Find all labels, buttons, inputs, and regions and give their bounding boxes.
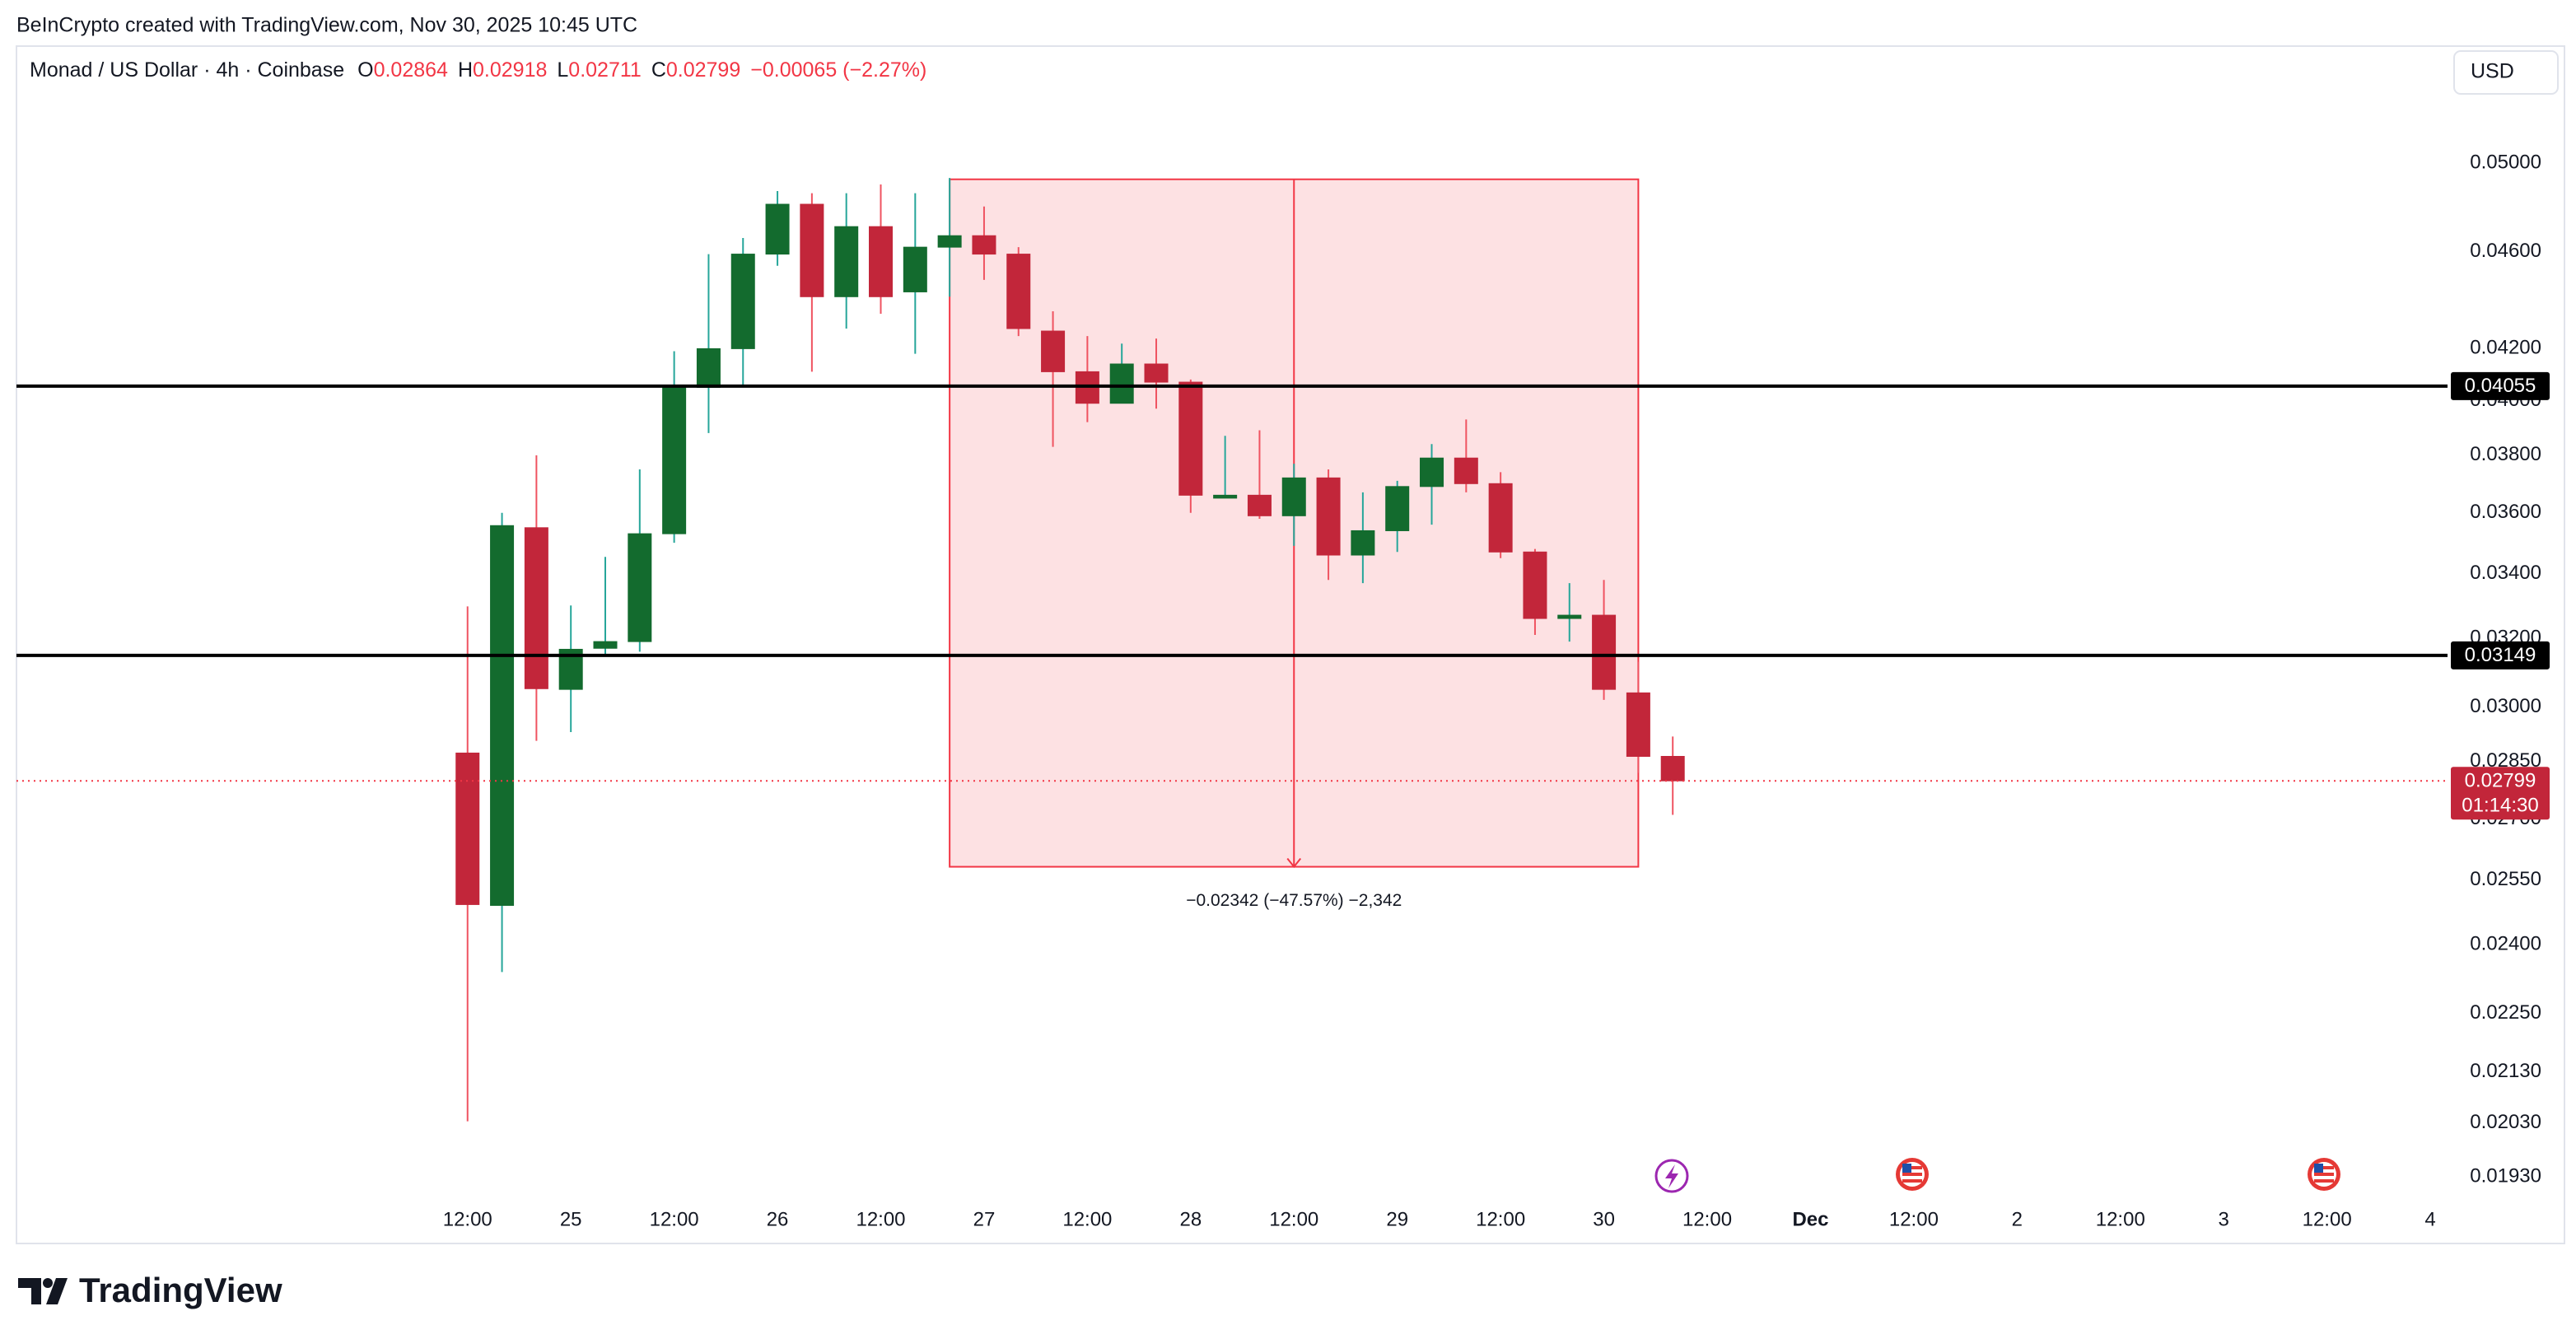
candle-body [730, 254, 755, 349]
candle-body [1213, 494, 1238, 499]
y-tick-label: 0.02400 [2470, 932, 2541, 954]
candle-body [1385, 486, 1410, 531]
candle-body [1626, 692, 1650, 758]
y-tick-label: 0.03600 [2470, 501, 2541, 523]
x-tick-label: 26 [767, 1208, 789, 1230]
measure-arrowhead [1286, 857, 1302, 869]
currency-label[interactable]: USD [2471, 60, 2514, 83]
candle-body [972, 235, 996, 255]
candle-body [1109, 363, 1134, 404]
ohlc-label: L [557, 58, 568, 82]
x-tick-label: 12:00 [1062, 1208, 1112, 1230]
x-tick-label: 12:00 [1682, 1208, 1732, 1230]
x-tick-label: Dec [1792, 1208, 1828, 1230]
y-tick-label: 0.02250 [2470, 1001, 2541, 1024]
candle-body [696, 348, 721, 388]
y-tick-label: 0.02030 [2470, 1111, 2541, 1133]
candle-body [1247, 494, 1272, 516]
level-label: 0.03149 [2465, 644, 2536, 666]
candle-body [1488, 483, 1513, 553]
candle-body [1316, 477, 1341, 556]
candle-body [1454, 457, 1478, 484]
attribution: BeInCrypto created with TradingView.com,… [16, 14, 637, 37]
ohlc-label: C [651, 58, 666, 82]
candle-body [869, 226, 894, 297]
candle-body [455, 752, 480, 905]
x-tick-label: 30 [1593, 1208, 1615, 1230]
ohlc-value: 0.02799 [666, 58, 740, 82]
event-icon[interactable] [1654, 1159, 1689, 1193]
x-tick-label: 25 [560, 1208, 582, 1230]
event-icon[interactable] [1896, 1158, 1929, 1191]
candle-body [1144, 363, 1169, 383]
countdown: 01:14:30 [2462, 795, 2538, 817]
measure-label: −0.02342 (−47.57%) −2,342 [1186, 891, 1402, 910]
x-tick-label: 28 [1179, 1208, 1202, 1230]
x-tick-label: 29 [1386, 1208, 1408, 1230]
candle-body [490, 525, 515, 906]
candle-body [662, 386, 687, 534]
x-tick-label: 12:00 [2303, 1208, 2352, 1230]
symbol-title: Monad / US Dollar · 4h · Coinbase [30, 58, 344, 82]
candle-body [834, 226, 859, 297]
x-tick-label: 12:00 [443, 1208, 492, 1230]
y-tick-label: 0.04200 [2470, 337, 2541, 359]
candle-body [1178, 381, 1203, 496]
y-tick-label: 0.05000 [2470, 151, 2541, 173]
ohlc-value: 0.02864 [374, 58, 448, 82]
x-tick-label: 4 [2424, 1208, 2435, 1230]
candle-body [593, 641, 618, 649]
candle-body [1420, 457, 1444, 488]
y-tick-label: 0.02550 [2470, 868, 2541, 890]
candle-body [628, 533, 652, 642]
candle-body [903, 246, 927, 292]
y-tick-label: 0.03800 [2470, 443, 2541, 465]
x-tick-label: 12:00 [1889, 1208, 1939, 1230]
y-tick-label: 0.01930 [2470, 1164, 2541, 1187]
level-label: 0.04055 [2465, 375, 2536, 397]
candle-body [1351, 530, 1375, 556]
x-tick-label: 12:00 [2096, 1208, 2145, 1230]
candle-body [524, 527, 548, 689]
y-tick-label: 0.02130 [2470, 1060, 2541, 1082]
candle-body [1592, 614, 1617, 690]
last-price-tag [2451, 767, 2550, 820]
legend: Monad / US Dollar · 4h · Coinbase O0.0286… [30, 58, 926, 82]
candle-body [765, 203, 790, 255]
x-tick-label: 3 [2219, 1208, 2229, 1230]
ohlc-value: 0.02711 [568, 58, 642, 82]
ohlc-value: 0.02918 [473, 58, 547, 82]
x-tick-label: 12:00 [650, 1208, 699, 1230]
candle-body [1041, 330, 1066, 372]
candle-body [1006, 254, 1031, 329]
chart-frame [16, 45, 2565, 1244]
last-price-label: 0.02799 [2465, 770, 2536, 792]
candle-body [1660, 756, 1685, 781]
x-tick-label: 12:00 [856, 1208, 905, 1230]
y-tick-label: 0.03000 [2470, 695, 2541, 717]
change: −0.00065 (−2.27%) [750, 58, 926, 82]
x-tick-label: 27 [973, 1208, 996, 1230]
ohlc-label: O [357, 58, 373, 82]
level-tag [2451, 371, 2550, 400]
y-tick-label: 0.04600 [2470, 240, 2541, 262]
candle-body [1557, 614, 1582, 619]
candle-body [1281, 477, 1306, 516]
x-tick-label: 2 [2012, 1208, 2023, 1230]
candle-body [937, 235, 962, 248]
x-tick-label: 12:00 [1269, 1208, 1318, 1230]
x-tick-label: 12:00 [1476, 1208, 1525, 1230]
brand: TradingView [79, 1271, 282, 1309]
logo-icon [18, 1278, 68, 1304]
event-icon[interactable] [2308, 1158, 2340, 1191]
candle-body [1523, 551, 1547, 619]
currency-button[interactable] [2453, 50, 2559, 95]
candle-body [800, 203, 824, 297]
level-tag [2451, 641, 2550, 670]
y-tick-label: 0.03400 [2470, 562, 2541, 584]
ohlc-label: H [458, 58, 473, 82]
